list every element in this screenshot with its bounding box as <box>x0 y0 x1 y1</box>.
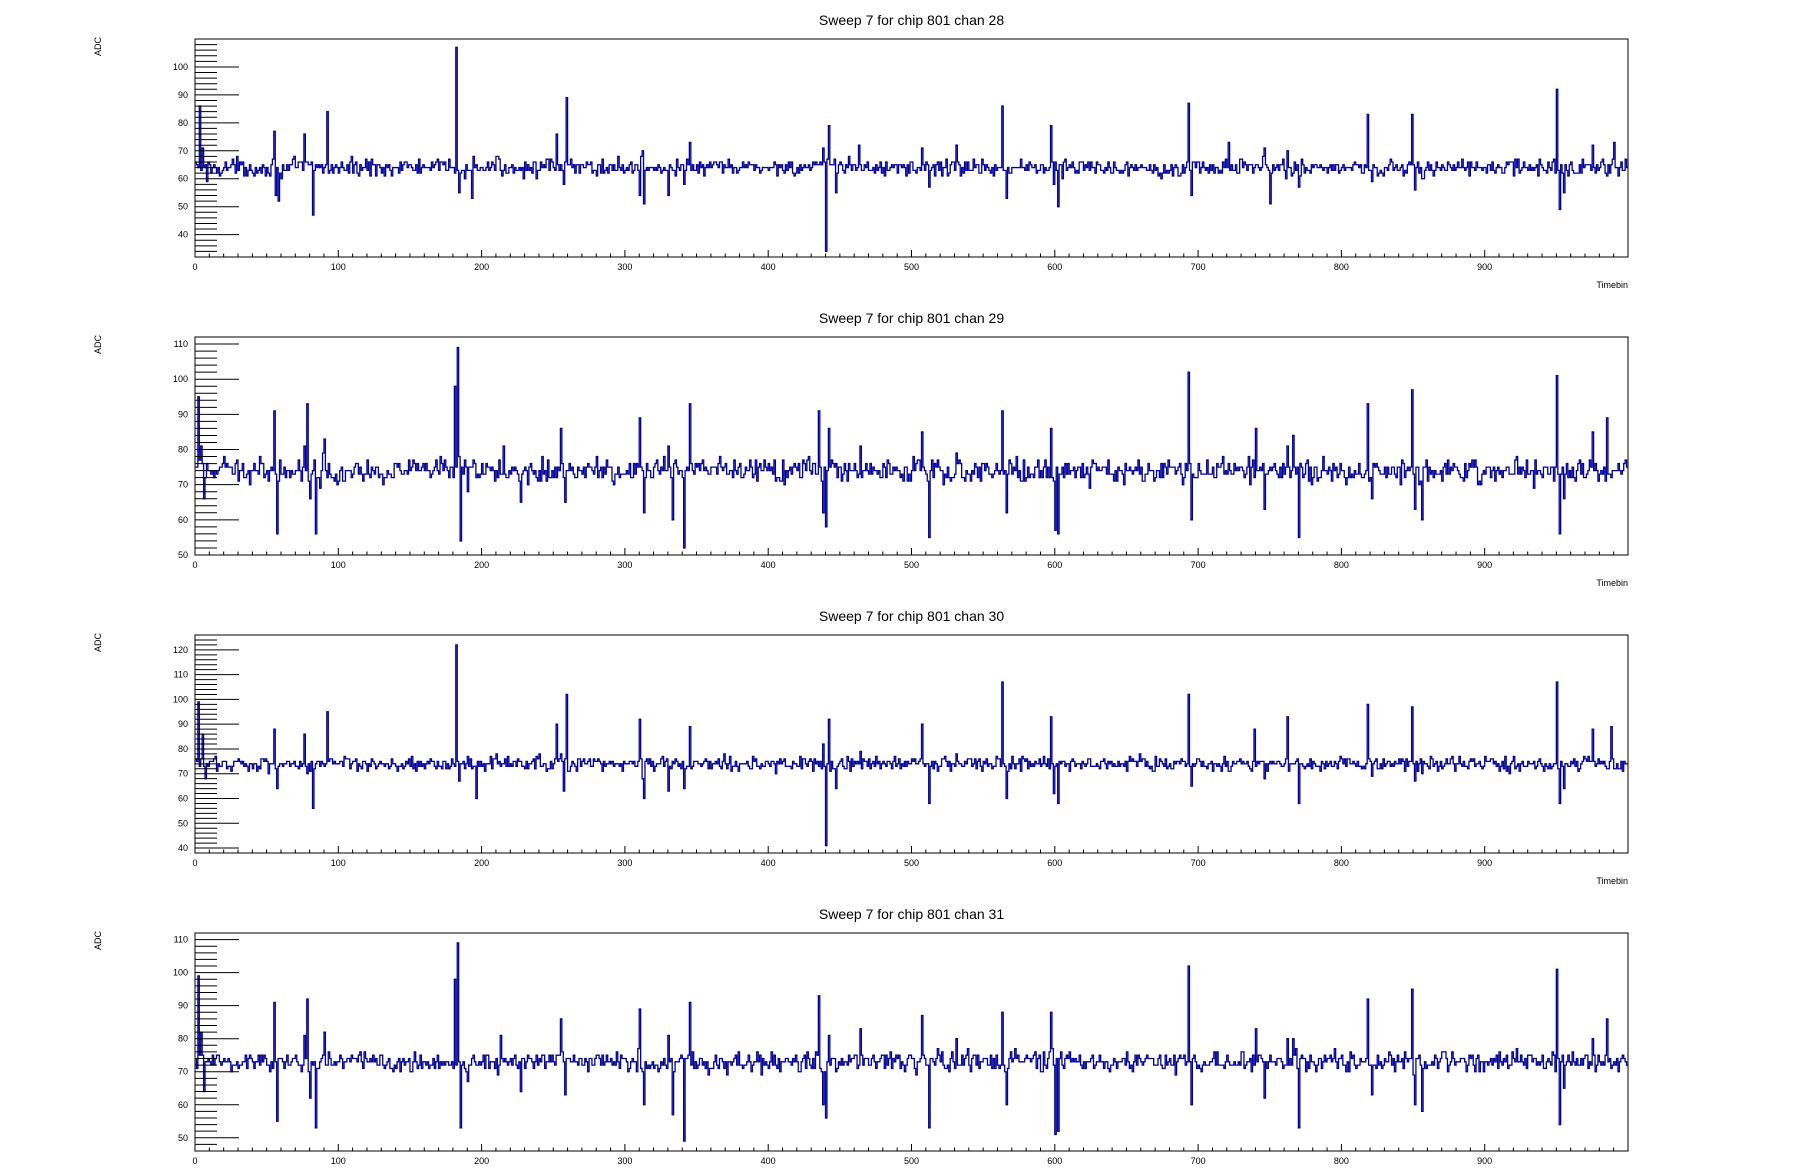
y-tick-label: 60 <box>178 794 188 804</box>
x-tick-label: 600 <box>1047 560 1062 570</box>
y-axis-label: ADC <box>93 335 103 355</box>
x-tick-label: 300 <box>617 1156 632 1166</box>
y-tick-label: 40 <box>178 843 188 853</box>
y-tick-label: 100 <box>173 968 188 978</box>
x-tick-label: 700 <box>1191 1156 1206 1166</box>
adc-trace <box>195 46 1628 253</box>
y-tick-label: 90 <box>178 90 188 100</box>
panel-title: Sweep 7 for chip 801 chan 28 <box>819 12 1004 28</box>
y-tick-label: 90 <box>178 409 188 419</box>
x-axis-label: Timebin <box>1596 578 1628 588</box>
x-axis-label: Timebin <box>1596 876 1628 886</box>
x-tick-label: 100 <box>331 560 346 570</box>
x-tick-label: 400 <box>761 560 776 570</box>
x-tick-label: 400 <box>761 262 776 272</box>
y-tick-label: 80 <box>178 744 188 754</box>
x-tick-label: 700 <box>1191 262 1206 272</box>
x-tick-label: 400 <box>761 858 776 868</box>
y-axis-label: ADC <box>93 931 103 951</box>
x-tick-label: 100 <box>331 262 346 272</box>
x-tick-label: 700 <box>1191 560 1206 570</box>
x-tick-label: 0 <box>192 1156 197 1166</box>
x-tick-label: 100 <box>331 858 346 868</box>
x-tick-label: 500 <box>904 858 919 868</box>
x-tick-label: 600 <box>1047 858 1062 868</box>
x-tick-label: 800 <box>1334 560 1349 570</box>
y-tick-label: 110 <box>174 935 188 945</box>
y-tick-label: 70 <box>178 769 188 779</box>
adc-trace <box>195 346 1628 549</box>
x-tick-label: 900 <box>1477 858 1492 868</box>
y-tick-label: 90 <box>178 719 188 729</box>
y-tick-label: 90 <box>178 1001 188 1011</box>
panel-3: Sweep 7 for chip 801 chan 30 ADC Timebin 40… <box>93 608 1629 886</box>
y-axis-label: ADC <box>93 633 103 653</box>
y-tick-label: 110 <box>174 339 188 349</box>
y-tick-label: 80 <box>178 1034 188 1044</box>
x-tick-label: 200 <box>474 560 489 570</box>
x-tick-label: 900 <box>1477 1156 1492 1166</box>
x-tick-label: 800 <box>1334 1156 1349 1166</box>
x-tick-label: 500 <box>904 262 919 272</box>
panel-1: Sweep 7 for chip 801 chan 28 ADC Timebin 40… <box>93 12 1629 290</box>
y-tick-label: 50 <box>178 202 188 212</box>
x-tick-label: 600 <box>1047 1156 1062 1166</box>
x-tick-label: 900 <box>1477 262 1492 272</box>
x-tick-label: 800 <box>1334 262 1349 272</box>
x-tick-label: 500 <box>904 560 919 570</box>
x-tick-label: 300 <box>617 858 632 868</box>
panel-4: Sweep 7 for chip 801 chan 31ADCTimebin50… <box>93 906 1629 1166</box>
panel-title: Sweep 7 for chip 801 chan 30 <box>819 608 1004 624</box>
y-tick-label: 70 <box>178 480 188 490</box>
adc-trace <box>195 942 1628 1142</box>
x-tick-label: 0 <box>192 560 197 570</box>
x-tick-label: 300 <box>617 262 632 272</box>
x-tick-label: 500 <box>904 1156 919 1166</box>
x-tick-label: 200 <box>474 858 489 868</box>
y-tick-label: 80 <box>178 118 188 128</box>
panel-title: Sweep 7 for chip 801 chan 29 <box>819 310 1004 326</box>
y-tick-label: 70 <box>178 146 188 156</box>
panel-2: Sweep 7 for chip 801 chan 29 ADC Timebin 50… <box>93 310 1629 588</box>
x-tick-label: 600 <box>1047 262 1062 272</box>
x-tick-label: 0 <box>192 262 197 272</box>
y-tick-label: 50 <box>178 818 188 828</box>
x-tick-label: 100 <box>331 1156 346 1166</box>
y-tick-label: 70 <box>178 1067 188 1077</box>
panel-title: Sweep 7 for chip 801 chan 31 <box>819 906 1004 922</box>
y-tick-label: 120 <box>173 645 188 655</box>
x-tick-label: 300 <box>617 560 632 570</box>
x-axis-label: Timebin <box>1596 280 1628 290</box>
y-tick-label: 100 <box>173 62 188 72</box>
y-tick-label: 100 <box>173 694 188 704</box>
y-tick-label: 50 <box>178 1133 188 1143</box>
x-tick-label: 200 <box>474 262 489 272</box>
y-axis-label: ADC <box>93 37 103 57</box>
x-tick-label: 900 <box>1477 560 1492 570</box>
x-tick-label: 0 <box>192 858 197 868</box>
adc-trace <box>195 644 1628 847</box>
y-tick-label: 60 <box>178 515 188 525</box>
x-tick-label: 700 <box>1191 858 1206 868</box>
y-tick-label: 50 <box>178 550 188 560</box>
y-tick-label: 40 <box>178 230 188 240</box>
y-tick-label: 100 <box>173 374 188 384</box>
x-tick-label: 800 <box>1334 858 1349 868</box>
y-tick-label: 60 <box>178 1100 188 1110</box>
y-tick-label: 60 <box>178 174 188 184</box>
y-tick-label: 80 <box>178 445 188 455</box>
x-tick-label: 200 <box>474 1156 489 1166</box>
x-tick-label: 400 <box>761 1156 776 1166</box>
y-tick-label: 110 <box>174 670 188 680</box>
